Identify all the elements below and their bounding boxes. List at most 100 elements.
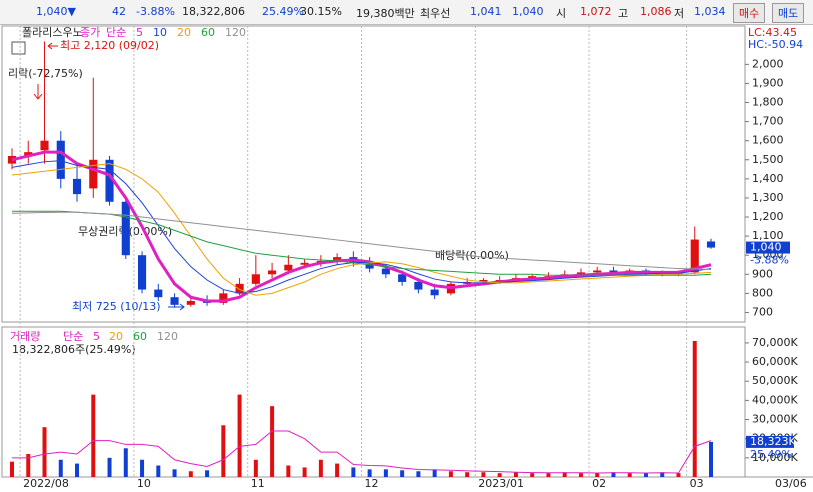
y-tick-label: 800 xyxy=(752,286,773,299)
volume-bar xyxy=(595,473,600,477)
legend-entry: 20 xyxy=(109,330,123,343)
candle-body xyxy=(365,262,374,269)
volume-bar xyxy=(660,472,665,477)
candle-body xyxy=(398,274,407,282)
volume-bar xyxy=(400,470,405,477)
ratio-label: 25.49% xyxy=(750,448,792,461)
volume-bar xyxy=(58,459,63,477)
y-tick-label: 1,600 xyxy=(752,134,784,147)
arrow xyxy=(47,42,58,50)
candle-body xyxy=(576,272,586,275)
volume-bar xyxy=(367,469,372,477)
volume-bar xyxy=(643,473,648,477)
volume-bar xyxy=(156,465,161,477)
y-tick-label: 700 xyxy=(752,305,773,318)
volume-bar xyxy=(26,454,31,477)
y-tick-label: 60,000K xyxy=(752,355,798,368)
legend-entry: 60 xyxy=(133,330,147,343)
x-tick-label: 2023/01 xyxy=(478,477,524,490)
volume-bar xyxy=(91,394,96,477)
legend-entry: 5 xyxy=(93,330,100,343)
toolbar: 1,040▼ 42 -3.88% 18,322,806 25.49% 30.15… xyxy=(0,0,813,25)
open-label: 시 xyxy=(556,7,567,20)
candle-body xyxy=(690,239,699,273)
arrow xyxy=(33,84,43,100)
chart: 폴라리스우노 최고 2,120 (09/02) 리락(-72,75%) 무상권리… xyxy=(1,25,813,490)
legend-entry: 5 xyxy=(136,26,143,39)
volume-bar xyxy=(302,467,307,477)
candle-body xyxy=(121,201,130,256)
settings-icon[interactable] xyxy=(11,41,26,55)
candle-body xyxy=(56,140,65,179)
x-tick-label: 12 xyxy=(365,477,379,490)
volume-bar xyxy=(188,471,193,477)
volume-bar xyxy=(692,340,697,477)
candle-body xyxy=(24,152,33,156)
best-ask: 1,041 xyxy=(470,5,502,18)
open: 1,072 xyxy=(580,5,612,18)
candle-body xyxy=(284,264,293,271)
annotation-low: 최저 725 (10/13) xyxy=(72,300,161,313)
high-label: 고 xyxy=(618,7,629,20)
candle-body xyxy=(414,281,423,290)
y-tick-label: 1,400 xyxy=(752,172,784,185)
high: 1,086 xyxy=(640,5,672,18)
volume-bar xyxy=(335,463,340,477)
volume-bar xyxy=(676,473,681,477)
volume-bar xyxy=(221,425,226,477)
y-tick-label: 30,000K xyxy=(752,413,798,426)
stock-name: 폴라리스우노 xyxy=(22,26,83,39)
best-bid: 1,040 xyxy=(512,5,544,18)
volume-badge xyxy=(746,435,794,448)
legend-ma: 단순 xyxy=(106,26,126,39)
y-tick-label: 1,100 xyxy=(752,229,784,242)
ma-line xyxy=(12,430,712,474)
volume-bar xyxy=(562,472,567,477)
volume-subtitle: 18,322,806주(25.49%) xyxy=(12,343,136,356)
volume-bar xyxy=(107,457,112,477)
ma-line xyxy=(11,211,712,271)
hc: HC:-50.94 xyxy=(748,38,803,51)
annotation-split: 리락(-72,75%) xyxy=(8,67,83,80)
best-label: 최우선 xyxy=(420,7,451,20)
lc: LC:43.45 xyxy=(748,26,797,39)
legend-entry: 120 xyxy=(157,330,178,343)
ma-line xyxy=(12,210,712,276)
candle-body xyxy=(89,159,98,189)
buy-button[interactable]: 매수 xyxy=(733,3,766,23)
candle-body xyxy=(105,159,114,202)
legend-price: 종가 xyxy=(80,26,100,39)
volume-bar xyxy=(123,448,128,477)
y-tick-label: 10,000K xyxy=(752,451,798,464)
price-badge-label: 1,040 xyxy=(750,241,782,254)
volume-bar xyxy=(253,459,258,477)
volume-bar xyxy=(709,441,713,477)
candle-body xyxy=(593,270,602,273)
last-date: 03/06 xyxy=(775,477,807,490)
candle-body xyxy=(186,301,195,305)
legend-ma: 단순 xyxy=(63,330,83,343)
candle-body xyxy=(300,262,309,265)
candle-body xyxy=(219,293,228,303)
legend-entry: 10 xyxy=(153,26,167,39)
volume-bar xyxy=(75,463,80,477)
volume-bar xyxy=(172,469,177,477)
y-tick-label: 2,000 xyxy=(752,57,784,70)
volume-title: 거래량 xyxy=(10,330,40,343)
y-tick-label: 1,300 xyxy=(752,191,784,204)
change-rate: -3.88% xyxy=(136,5,175,18)
candle-body xyxy=(706,241,716,248)
volume-bar xyxy=(465,472,470,477)
price-badge xyxy=(746,241,790,254)
turnover: 30.15% xyxy=(300,5,342,18)
legend-entry: 20 xyxy=(177,26,191,39)
volume-bar xyxy=(42,427,47,477)
ma-line xyxy=(11,160,712,294)
low: 1,034 xyxy=(694,5,726,18)
sell-button[interactable]: 매도 xyxy=(772,3,805,23)
volume-bar xyxy=(497,473,502,477)
volume-bar xyxy=(578,473,583,477)
volume-bar xyxy=(237,394,242,477)
volume-bar xyxy=(448,471,453,477)
